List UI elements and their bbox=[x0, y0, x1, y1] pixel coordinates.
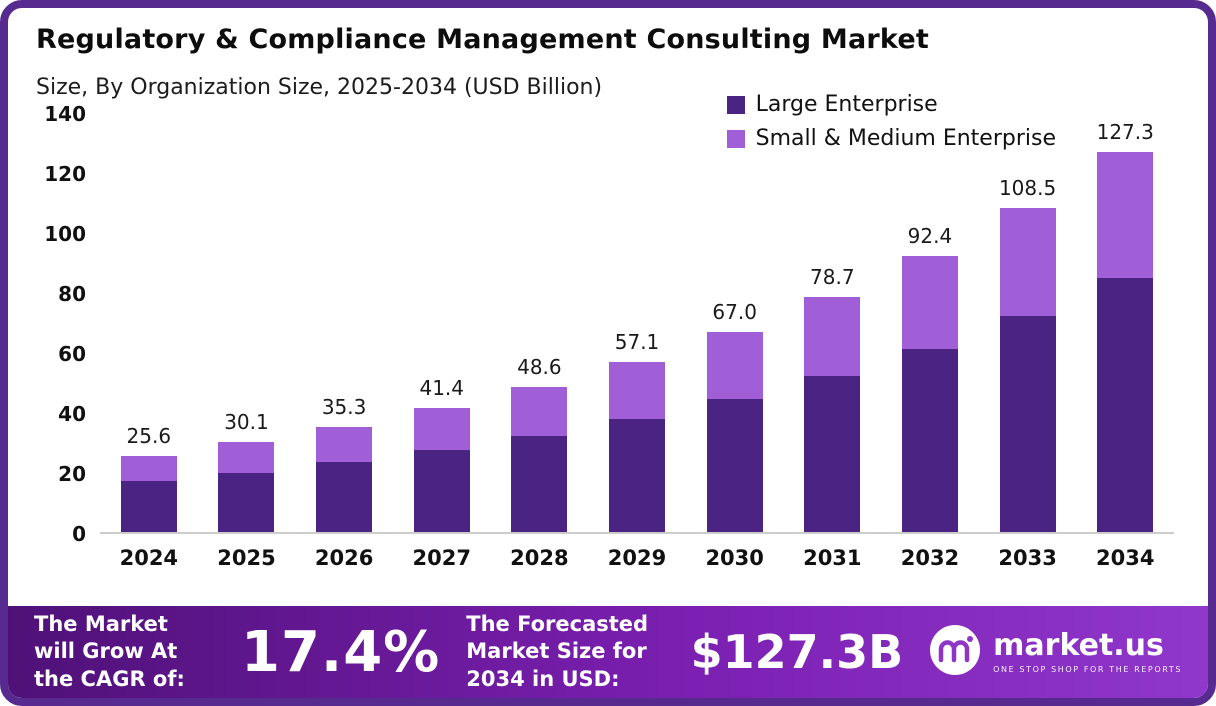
stacked-bar bbox=[218, 442, 275, 532]
x-axis-label: 2026 bbox=[314, 546, 374, 570]
legend-label: Large Enterprise bbox=[755, 92, 938, 117]
y-tick-label: 120 bbox=[44, 162, 86, 186]
legend-label: Small & Medium Enterprise bbox=[755, 126, 1056, 151]
y-tick-label: 0 bbox=[72, 522, 86, 546]
y-axis: 0 20 40 60 80 100 120 140 bbox=[36, 104, 86, 544]
stacked-bar bbox=[804, 297, 861, 532]
footer-banner: The Market will Grow At the CAGR of: 17.… bbox=[8, 606, 1208, 698]
stacked-bar bbox=[1097, 151, 1154, 532]
segment-large-enterprise bbox=[804, 375, 861, 532]
segment-large-enterprise bbox=[218, 472, 275, 532]
bar-total-label: 30.1 bbox=[224, 410, 269, 435]
y-tick-label: 140 bbox=[44, 102, 86, 126]
bar-column: 127.3 bbox=[1076, 114, 1174, 532]
bar-total-label: 67.0 bbox=[712, 299, 757, 324]
x-axis-label: 2030 bbox=[705, 546, 764, 570]
legend-item-small-medium-enterprise: Small & Medium Enterprise bbox=[726, 126, 1056, 151]
bar-column: 41.4 bbox=[393, 114, 491, 532]
bar-total-label: 78.7 bbox=[810, 265, 855, 290]
segment-large-enterprise bbox=[511, 435, 568, 532]
y-tick-label: 60 bbox=[58, 342, 86, 366]
brand-tagline: ONE STOP SHOP FOR THE REPORTS bbox=[993, 664, 1182, 674]
stacked-bar bbox=[999, 208, 1056, 532]
stacked-bar bbox=[511, 386, 568, 532]
segment-small-medium-enterprise bbox=[218, 442, 275, 473]
bar-column: 67.0 bbox=[686, 114, 784, 532]
bar-column: 78.7 bbox=[783, 114, 881, 532]
y-tick-label: 40 bbox=[58, 402, 86, 426]
stacked-bar bbox=[901, 256, 958, 532]
stacked-bar bbox=[413, 408, 470, 532]
segment-small-medium-enterprise bbox=[511, 386, 568, 436]
legend-swatch bbox=[726, 95, 745, 114]
bar-total-label: 127.3 bbox=[1096, 119, 1154, 144]
y-tick-label: 80 bbox=[58, 282, 86, 306]
bar-total-label: 92.4 bbox=[907, 224, 953, 249]
chart-section: Regulatory & Compliance Management Consu… bbox=[8, 8, 1208, 606]
segment-small-medium-enterprise bbox=[1097, 151, 1154, 279]
bar-column: 92.4 bbox=[881, 114, 979, 532]
x-axis-label: 2025 bbox=[217, 546, 276, 570]
segment-small-medium-enterprise bbox=[609, 361, 666, 419]
bar-total-label: 35.3 bbox=[321, 394, 367, 419]
bar-column: 35.3 bbox=[295, 114, 393, 532]
bar-total-label: 57.1 bbox=[614, 329, 660, 354]
segment-large-enterprise bbox=[609, 418, 666, 532]
x-axis: 2024 2025 2026 2027 2028 2029 2030 2031 2032 2033… bbox=[100, 546, 1174, 570]
legend-item-large-enterprise: Large Enterprise bbox=[726, 92, 1056, 117]
bar-total-label: 48.6 bbox=[517, 354, 562, 379]
segment-large-enterprise bbox=[706, 399, 763, 532]
x-axis-label: 2029 bbox=[607, 546, 667, 570]
bar-column: 25.6 bbox=[100, 114, 198, 532]
x-axis-label: 2032 bbox=[900, 546, 960, 570]
chart-area: 0 20 40 60 80 100 120 140 25.6 30.1 35.3 41.4 48.6 5… bbox=[44, 104, 1174, 570]
y-tick-label: 100 bbox=[44, 222, 86, 246]
market-us-logo-icon bbox=[929, 624, 981, 680]
chart-subtitle: Size, By Organization Size, 2025-2034 (U… bbox=[36, 75, 603, 100]
x-axis-label: 2024 bbox=[119, 546, 179, 570]
stacked-bar bbox=[609, 361, 666, 532]
x-axis-label: 2031 bbox=[803, 546, 862, 570]
segment-large-enterprise bbox=[316, 462, 373, 532]
y-tick-label: 20 bbox=[58, 462, 86, 486]
cagr-label: The Market will Grow At the CAGR of: bbox=[34, 612, 185, 691]
x-axis-label: 2027 bbox=[412, 546, 471, 570]
x-axis-label: 2028 bbox=[510, 546, 569, 570]
segment-small-medium-enterprise bbox=[804, 297, 861, 376]
brand-text: market.us ONE STOP SHOP FOR THE REPORTS bbox=[993, 630, 1182, 674]
bar-total-label: 41.4 bbox=[419, 376, 464, 401]
x-axis-label: 2033 bbox=[998, 546, 1057, 570]
segment-large-enterprise bbox=[901, 348, 958, 532]
segment-small-medium-enterprise bbox=[120, 455, 177, 481]
segment-large-enterprise bbox=[413, 450, 470, 532]
stacked-bar bbox=[120, 455, 177, 532]
stacked-bar bbox=[706, 331, 763, 532]
segment-large-enterprise bbox=[120, 480, 177, 532]
forecast-label: The Forecasted Market Size for 2034 in U… bbox=[466, 612, 649, 691]
segment-large-enterprise bbox=[999, 316, 1056, 532]
forecast-value: $127.3B bbox=[690, 625, 904, 679]
segment-small-medium-enterprise bbox=[706, 331, 763, 400]
segment-small-medium-enterprise bbox=[413, 408, 470, 451]
plot-area: 25.6 30.1 35.3 41.4 48.6 57.1 67.0 78.7 92.4 108.… bbox=[100, 114, 1174, 534]
segment-small-medium-enterprise bbox=[999, 208, 1056, 317]
bar-column: 108.5 bbox=[979, 114, 1077, 532]
bar-column: 48.6 bbox=[491, 114, 589, 532]
brand-name: market.us bbox=[993, 628, 1164, 664]
cagr-value: 17.4% bbox=[241, 619, 441, 685]
brand-block: market.us ONE STOP SHOP FOR THE REPORTS bbox=[929, 624, 1182, 680]
bar-column: 57.1 bbox=[588, 114, 686, 532]
bar-total-label: 25.6 bbox=[126, 423, 172, 448]
legend-swatch bbox=[726, 129, 745, 148]
x-axis-label: 2034 bbox=[1096, 546, 1155, 570]
bar-total-label: 108.5 bbox=[998, 176, 1057, 201]
bar-column: 30.1 bbox=[198, 114, 296, 532]
chart-title: Regulatory & Compliance Management Consu… bbox=[36, 24, 929, 55]
segment-small-medium-enterprise bbox=[901, 256, 958, 349]
segment-small-medium-enterprise bbox=[316, 426, 373, 463]
stacked-bar bbox=[316, 426, 373, 532]
segment-large-enterprise bbox=[1097, 278, 1154, 532]
legend: Large Enterprise Small & Medium Enterpri… bbox=[726, 92, 1056, 151]
